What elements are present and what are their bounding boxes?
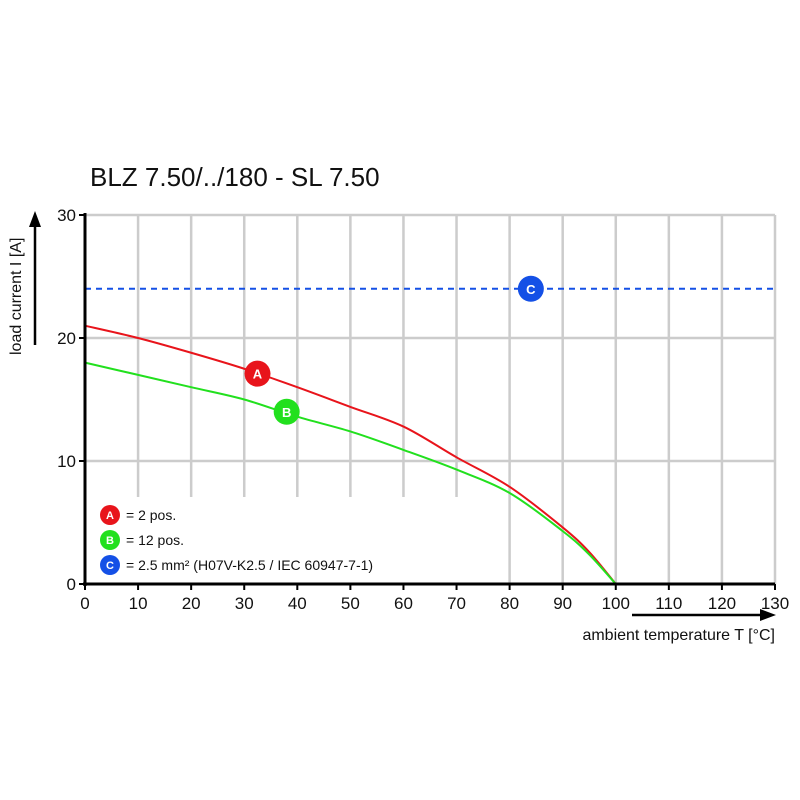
x-tick-label: 100 xyxy=(602,594,630,613)
x-tick-label: 60 xyxy=(394,594,413,613)
grid xyxy=(85,213,777,584)
legend-marker-B xyxy=(100,530,120,550)
series-marker-label: A xyxy=(253,367,263,382)
legend-marker-label: C xyxy=(106,560,114,572)
x-arrow-head-icon xyxy=(760,609,776,621)
x-tick-label: 10 xyxy=(129,594,148,613)
series-marker-B xyxy=(273,398,300,425)
series-marker-label: B xyxy=(282,405,291,420)
legend-marker-label: A xyxy=(106,510,114,522)
series-line-B xyxy=(84,361,617,585)
x-tick-label: 20 xyxy=(182,594,201,613)
x-tick-label: 40 xyxy=(288,594,307,613)
legend-entry: = 2 pos. xyxy=(126,507,176,523)
series-marker-label: C xyxy=(526,282,536,297)
y-arrow-head-icon xyxy=(29,211,41,227)
legend-marker-C xyxy=(100,555,120,575)
x-tick-label: 30 xyxy=(235,594,254,613)
x-tick-label: 80 xyxy=(500,594,519,613)
legend: A = 2 pos. B = 12 pos. C = 2.5 mm² (H07V-K2.5… xyxy=(100,505,373,575)
series-marker-C xyxy=(517,275,544,302)
x-tick-label: 120 xyxy=(708,594,736,613)
x-tick-label: 0 xyxy=(80,594,89,613)
x-tick-label: 70 xyxy=(447,594,466,613)
y-axis-label: load current I [A] xyxy=(8,238,25,355)
x-tick-label: 130 xyxy=(761,594,789,613)
y-tick-label: 0 xyxy=(67,575,76,594)
x-tick-label: 110 xyxy=(655,594,682,613)
x-tick-label: 50 xyxy=(341,594,360,613)
x-axis-label: ambient temperature T [°C] xyxy=(582,627,775,644)
x-tick-label: 90 xyxy=(553,594,572,613)
legend-entry: = 12 pos. xyxy=(126,532,184,548)
chart-title: BLZ 7.50/../180 - SL 7.50 xyxy=(90,162,380,192)
series-marker-A xyxy=(244,360,271,387)
legend-entry: = 2.5 mm² (H07V-K2.5 / IEC 60947-7-1) xyxy=(126,557,373,573)
series-line-A xyxy=(84,324,617,585)
legend-marker-A xyxy=(100,505,120,525)
series-layer: A B C xyxy=(84,275,775,585)
y-tick-label: 30 xyxy=(57,206,76,225)
axes: 0 10 20 30 40 50 60 70 80 90 100 110 120 130 0 10 20 30 xyxy=(29,206,789,621)
y-tick-label: 20 xyxy=(57,329,76,348)
y-tick-label: 10 xyxy=(57,452,76,471)
legend-marker-label: B xyxy=(106,535,114,547)
